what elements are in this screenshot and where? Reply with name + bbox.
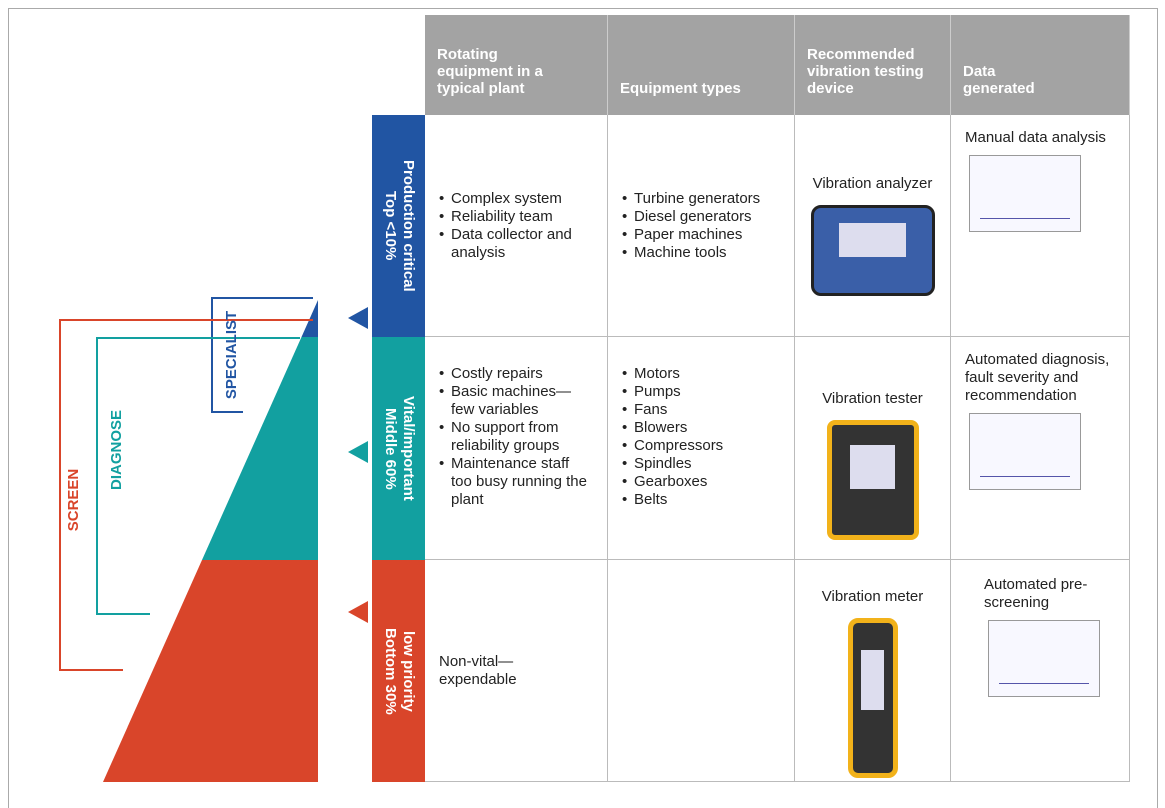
plant-item: Data collector and analysis xyxy=(439,226,589,262)
row-label-text: Bottom 30% low priority xyxy=(381,628,417,715)
diagnose-bracket xyxy=(96,337,300,615)
types-cell xyxy=(608,560,795,782)
plant-list: Costly repairsBasic machines—few variabl… xyxy=(439,365,589,509)
type-item: Diesel generators xyxy=(622,208,760,226)
type-item: Compressors xyxy=(622,437,723,455)
screen-bracket xyxy=(59,319,313,671)
data-image xyxy=(969,413,1081,490)
header-cell: Data generated xyxy=(951,15,1130,115)
type-item: Motors xyxy=(622,365,723,383)
device-cell: Vibration analyzer xyxy=(795,115,951,337)
types-cell: Turbine generatorsDiesel generatorsPaper… xyxy=(608,115,795,337)
plant-note: Non-vital—expendable xyxy=(439,652,517,688)
data-cell: Manual data analysis xyxy=(951,115,1130,337)
plant-item: Reliability team xyxy=(439,208,589,226)
row-label-text: Middle 60% Vital/important xyxy=(381,396,417,501)
header-cell: Rotating equipment in a typical plant xyxy=(425,15,608,115)
plant-cell: Complex systemReliability teamData colle… xyxy=(425,115,608,337)
specialist-label: SPECIALIST xyxy=(223,311,240,399)
pointer xyxy=(348,601,368,623)
type-item: Machine tools xyxy=(622,244,760,262)
pyramid: SPECIALIST DIAGNOSE SCREEN xyxy=(59,297,368,782)
row-label-line: Top <10% xyxy=(381,191,399,261)
type-item: Turbine generators xyxy=(622,190,760,208)
device-image xyxy=(826,420,919,540)
plot-line xyxy=(999,683,1089,684)
device-cell: Vibration tester xyxy=(795,337,951,560)
pyramid-bottom xyxy=(103,560,318,782)
type-item: Paper machines xyxy=(622,226,760,244)
plant-item: No support from reliability groups xyxy=(439,419,589,455)
row-label: Middle 60% Vital/important xyxy=(372,337,425,560)
device-image xyxy=(847,618,898,778)
type-item: Blowers xyxy=(622,419,723,437)
row-label-text: Top <10% Production critical xyxy=(381,160,417,292)
diagnose-label: DIAGNOSE xyxy=(108,410,125,490)
plant-item: Complex system xyxy=(439,190,589,208)
data-text: Automated pre-screening xyxy=(984,576,1088,611)
plant-list: Complex systemReliability teamData colle… xyxy=(439,190,589,262)
plant-item: Costly repairs xyxy=(439,365,589,383)
device-name: Vibration analyzer xyxy=(812,175,933,192)
row-label-line: Production critical xyxy=(399,160,417,292)
types-cell: MotorsPumpsFansBlowersCompressorsSpindle… xyxy=(608,337,795,560)
types-list: MotorsPumpsFansBlowersCompressorsSpindle… xyxy=(622,365,723,509)
row-label: Top <10% Production critical xyxy=(372,115,425,337)
plot-line xyxy=(980,218,1070,219)
device-cell: Vibration meter xyxy=(795,560,951,782)
pointer xyxy=(348,307,368,329)
type-item: Fans xyxy=(622,401,723,419)
data-image xyxy=(969,155,1081,232)
type-item: Spindles xyxy=(622,455,723,473)
plant-item: Maintenance staff too busy running the p… xyxy=(439,455,589,509)
specialist-bracket xyxy=(211,297,313,413)
header-text: Recommended vibration testing device xyxy=(807,46,924,97)
row-label-line: Bottom 30% xyxy=(381,627,399,715)
device-name: Vibration tester xyxy=(822,390,923,407)
header-cell: Equipment types xyxy=(608,15,795,115)
screen-label: SCREEN xyxy=(65,469,82,532)
row-label-line: low priority xyxy=(399,630,417,712)
plant-cell: Costly repairsBasic machines—few variabl… xyxy=(425,337,608,560)
plant-cell: Non-vital—expendable xyxy=(425,560,608,782)
pyramid-middle xyxy=(202,337,318,560)
device-image xyxy=(810,205,935,296)
frame xyxy=(8,8,1158,808)
type-item: Belts xyxy=(622,491,723,509)
row-label-line: Vital/important xyxy=(399,396,417,501)
device-name: Vibration meter xyxy=(821,588,924,605)
device-screen xyxy=(849,444,896,489)
header-cell: Recommended vibration testing device xyxy=(795,15,951,115)
header-text: Rotating equipment in a typical plant xyxy=(437,46,543,97)
type-item: Pumps xyxy=(622,383,723,401)
data-text: Manual data analysis xyxy=(965,129,1106,146)
device-screen xyxy=(861,650,884,710)
header-text: Equipment types xyxy=(620,80,741,97)
row-label: Bottom 30% low priority xyxy=(372,560,425,782)
row-label-line: Middle 60% xyxy=(381,407,399,490)
device-screen xyxy=(839,223,906,258)
pointer xyxy=(348,441,368,463)
type-item: Gearboxes xyxy=(622,473,723,491)
plot-line xyxy=(980,476,1070,477)
pyramid-top xyxy=(301,300,318,337)
data-image xyxy=(988,620,1100,697)
data-cell: Automated pre-screening xyxy=(951,560,1130,782)
data-cell: Automated diagnosis, fault severity and … xyxy=(951,337,1130,560)
types-list: Turbine generatorsDiesel generatorsPaper… xyxy=(622,190,760,262)
plant-item: Basic machines—few variables xyxy=(439,383,589,419)
header-text: Data generated xyxy=(963,63,1035,97)
data-text: Automated diagnosis, fault severity and … xyxy=(965,351,1110,404)
